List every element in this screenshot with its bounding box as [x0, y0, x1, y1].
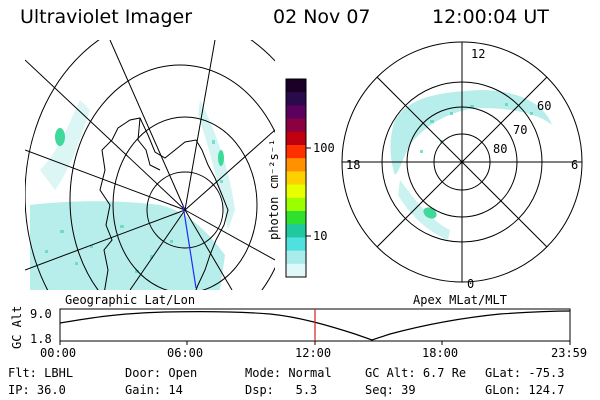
colorbar-cell — [286, 171, 306, 186]
altitude-xtick-3: 18:00 — [422, 346, 458, 360]
instrument-title: Ultraviolet Imager — [20, 6, 193, 28]
status-seq: Seq: 39 — [365, 383, 416, 397]
geo-grid — [25, 40, 275, 290]
colorbar-gradient — [286, 79, 306, 278]
mlat-label-70: 70 — [513, 123, 527, 137]
altitude-ytick-low: 1.8 — [30, 332, 52, 346]
altitude-ylabel: GC Alt — [10, 306, 24, 349]
coastline — [99, 117, 229, 290]
polar-bright-spot — [423, 207, 437, 219]
mlt-label-0: 0 — [467, 277, 474, 291]
geo-bright-spot-east — [218, 150, 224, 166]
colorbar-cell — [286, 145, 306, 159]
colorbar-cell — [286, 250, 306, 265]
altitude-xtick-2: 12:00 — [295, 346, 331, 360]
status-glat: GLat: -75.3 — [485, 366, 565, 380]
observation-time: 12:00:04 UT — [432, 6, 549, 28]
status-mode: Mode: Normal — [245, 366, 332, 380]
colorbar-cell — [286, 197, 306, 212]
geographic-map — [25, 40, 275, 290]
status-gc-alt: GC Alt: 6.7 Re — [365, 366, 467, 380]
polar-grid — [341, 41, 583, 283]
colorbar: 100 10 photon cm⁻²s⁻¹ — [267, 78, 335, 278]
colorbar-cell — [286, 79, 306, 93]
status-dsp: Dsp: 5.3 — [245, 383, 318, 397]
altitude-plot: GC Alt 9.0 1.8 00:00 06:00 12:00 18:00 2… — [10, 306, 587, 360]
colorbar-tick-label-100: 100 — [313, 141, 335, 155]
polar-label: Apex MLat/MLT — [413, 293, 507, 307]
colorbar-cell — [286, 263, 306, 278]
colorbar-cell — [286, 118, 306, 133]
colorbar-tick-label-10: 10 — [313, 229, 327, 243]
colorbar-unit-label: photon cm⁻²s⁻¹ — [267, 139, 281, 240]
geo-bright-spot — [55, 128, 65, 146]
mlat-label-60: 60 — [537, 99, 551, 113]
mlt-label-6: 6 — [571, 158, 578, 172]
colorbar-cell — [286, 224, 306, 238]
status-gain: Gain: 14 — [125, 383, 183, 397]
status-door: Door: Open — [125, 366, 198, 380]
coastline-inlet — [137, 117, 161, 171]
colorbar-cell — [286, 158, 306, 172]
polar-plot: 12 18 6 0 60 70 80 — [341, 41, 583, 291]
status-ip: IP: 36.0 — [8, 383, 66, 397]
altitude-xtick-4: 23:59 — [551, 346, 587, 360]
altitude-x-ticks — [59, 341, 571, 345]
colorbar-cell — [286, 211, 306, 225]
satellite-footprint-track — [182, 204, 197, 289]
mlt-label-12: 12 — [471, 47, 485, 61]
mlt-label-18: 18 — [346, 158, 360, 172]
colorbar-cell — [286, 105, 306, 120]
observation-date: 02 Nov 07 — [273, 6, 371, 28]
altitude-xtick-1: 06:00 — [167, 346, 203, 360]
colorbar-cell — [286, 237, 306, 252]
altitude-ytick-high: 9.0 — [30, 307, 52, 321]
mlat-label-80: 80 — [493, 142, 507, 156]
colorbar-cell — [286, 131, 306, 146]
colorbar-cell — [286, 184, 306, 199]
colorbar-cell — [286, 92, 306, 106]
colorbar-frame — [285, 78, 307, 278]
geo-aurora-speckles — [45, 140, 223, 273]
polar-aurora-oval — [390, 90, 552, 240]
geo-map-label: Geographic Lat/Lon — [65, 293, 195, 307]
status-filter: Flt: LBHL — [8, 366, 74, 380]
altitude-xtick-0: 00:00 — [40, 346, 76, 360]
altitude-curve — [59, 310, 571, 341]
status-glon: GLon: 124.7 — [485, 383, 565, 397]
